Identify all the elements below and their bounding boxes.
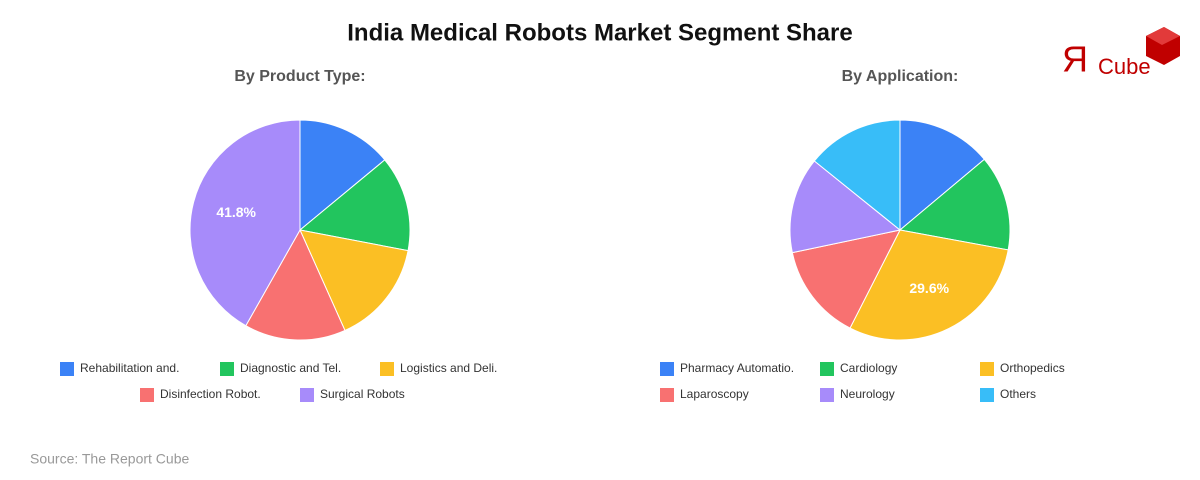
- chart-title: By Application:: [842, 68, 959, 85]
- legend-label: Others: [1000, 387, 1036, 401]
- logo-cube-top: [1146, 27, 1180, 45]
- legend-swatch: [220, 362, 234, 376]
- legend-swatch: [820, 362, 834, 376]
- pie-slice: [898, 158, 1011, 251]
- legend-label: Disinfection Robot.: [160, 387, 261, 401]
- data-label: 41.8%: [216, 204, 256, 220]
- pie-slice: [189, 119, 301, 327]
- chart-title: By Product Type:: [234, 68, 365, 85]
- legend-swatch: [140, 388, 154, 402]
- page-title: India Medical Robots Market Segment Shar…: [347, 19, 852, 46]
- legend-swatch: [820, 388, 834, 402]
- legend-swatch: [60, 362, 74, 376]
- legend-swatch: [380, 362, 394, 376]
- legend-swatch: [660, 362, 674, 376]
- pie-slice: [298, 159, 411, 252]
- legend-label: Cardiology: [840, 361, 897, 375]
- pie-slice: [299, 229, 409, 332]
- pie-slice: [789, 160, 902, 254]
- pie-slice: [813, 119, 901, 232]
- logo-text: Cube: [1098, 54, 1151, 79]
- legend-label: Neurology: [840, 387, 895, 401]
- pie-slice: [899, 119, 986, 232]
- logo-mark: Я: [1062, 39, 1088, 80]
- legend-swatch: [980, 388, 994, 402]
- legend-label: Orthopedics: [1000, 361, 1065, 375]
- legend-label: Rehabilitation and.: [80, 361, 179, 375]
- legend-label: Logistics and Deli.: [400, 361, 497, 375]
- legend-label: Diagnostic and Tel.: [240, 361, 341, 375]
- legend-swatch: [660, 388, 674, 402]
- legend-label: Laparoscopy: [680, 387, 749, 401]
- logo: Я Cube: [1062, 27, 1180, 80]
- pie-slice: [849, 229, 1009, 341]
- pie-slice: [245, 228, 346, 341]
- legend-swatch: [980, 362, 994, 376]
- source: Source: The Report Cube: [30, 451, 189, 467]
- legend-swatch: [300, 388, 314, 402]
- legend-label: Pharmacy Automatio.: [680, 361, 794, 375]
- data-label: 29.6%: [909, 280, 949, 296]
- pie-slice: [791, 229, 901, 329]
- legend-label: Surgical Robots: [320, 387, 405, 401]
- pie-slice: [299, 119, 386, 232]
